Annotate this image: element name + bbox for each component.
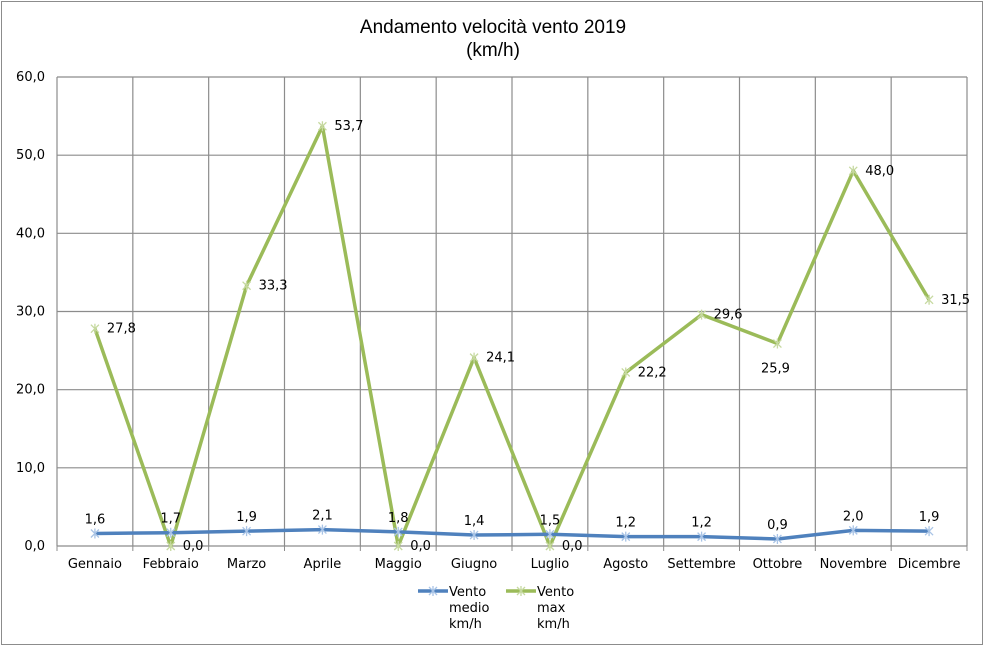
data-label-vento-max: 25,9	[761, 362, 790, 377]
x-tick-label: Gennaio	[68, 557, 122, 572]
data-point	[393, 526, 403, 537]
x-tick-label: Luglio	[531, 557, 570, 572]
data-label-vento-max: 22,2	[638, 365, 667, 380]
chart-subtitle: (km/h)	[466, 40, 520, 61]
data-point	[772, 533, 782, 544]
chart-title: Andamento velocità vento 2019	[359, 17, 627, 38]
data-point	[317, 121, 327, 132]
legend-vento-max-label: km/h	[537, 617, 570, 632]
data-label-vento-max: 48,0	[865, 164, 894, 179]
data-point	[242, 526, 252, 537]
data-point	[90, 323, 100, 334]
data-label-vento-max: 27,8	[107, 322, 136, 337]
y-tick-label: 40,0	[16, 226, 45, 241]
data-label-vento-max: 31,5	[941, 293, 970, 308]
data-point	[924, 294, 934, 305]
legend-vento-medio-label: medio	[449, 601, 490, 616]
data-label-vento-medio: 1,6	[85, 512, 106, 527]
data-point	[317, 524, 327, 535]
legend-vento-medio-marker	[428, 586, 438, 596]
data-point	[166, 541, 176, 551]
data-point	[469, 352, 479, 363]
legend-vento-max-label: Vento	[537, 585, 574, 600]
data-point	[924, 526, 934, 537]
data-label-vento-medio: 1,9	[236, 510, 257, 525]
data-label-vento-max: 0,0	[562, 539, 583, 554]
x-tick-label: Novembre	[820, 557, 887, 572]
data-label-vento-medio: 0,9	[767, 518, 788, 533]
x-tick-label: Aprile	[304, 557, 342, 572]
data-point	[772, 338, 782, 349]
data-label-vento-medio: 1,8	[388, 511, 409, 526]
x-tick-label: Agosto	[603, 557, 648, 572]
data-point	[697, 309, 707, 320]
data-point	[848, 165, 858, 176]
data-point	[848, 525, 858, 536]
data-label-vento-max: 0,0	[183, 539, 204, 554]
data-point	[469, 530, 479, 541]
data-point	[545, 541, 555, 551]
y-tick-label: 20,0	[16, 383, 45, 398]
y-tick-label: 30,0	[16, 305, 45, 320]
x-tick-label: Ottobre	[753, 557, 803, 572]
y-tick-label: 60,0	[16, 70, 45, 85]
data-label-vento-medio: 1,5	[540, 513, 561, 528]
data-label-vento-medio: 1,9	[919, 510, 940, 525]
series-line-vento-medio	[94, 527, 930, 541]
data-point	[166, 527, 176, 538]
y-tick-label: 10,0	[16, 461, 45, 476]
data-point	[621, 367, 631, 378]
data-point	[697, 531, 707, 542]
data-label-vento-max: 29,6	[714, 308, 743, 323]
legend-vento-max-marker	[516, 586, 526, 596]
data-label-vento-medio: 1,7	[160, 512, 181, 527]
x-tick-label: Dicembre	[898, 557, 961, 572]
x-tick-label: Maggio	[375, 557, 422, 572]
data-label-vento-max: 24,1	[486, 351, 515, 366]
y-tick-label: 50,0	[16, 148, 45, 163]
data-label-vento-max: 0,0	[410, 539, 431, 554]
data-label-vento-medio: 1,4	[464, 514, 485, 529]
data-label-vento-medio: 1,2	[691, 516, 712, 531]
x-tick-label: Settembre	[667, 557, 735, 572]
data-point	[393, 541, 403, 551]
legend-vento-max-label: max	[537, 601, 566, 616]
data-point	[242, 280, 252, 291]
legend-vento-medio-label: Vento	[449, 585, 486, 600]
data-point	[621, 531, 631, 542]
data-label-vento-medio: 1,2	[615, 516, 636, 531]
series-line-vento-max	[93, 124, 931, 548]
data-label-vento-max: 33,3	[259, 279, 288, 294]
legend-vento-medio-label: km/h	[449, 617, 482, 632]
data-label-vento-medio: 2,0	[843, 509, 864, 524]
x-tick-label: Marzo	[227, 557, 266, 572]
data-label-vento-max: 53,7	[334, 119, 363, 134]
x-tick-label: Giugno	[451, 557, 497, 572]
data-label-vento-medio: 2,1	[312, 509, 333, 524]
y-tick-label: 0,0	[24, 539, 45, 554]
x-tick-label: Febbraio	[143, 557, 199, 572]
data-point	[90, 528, 100, 539]
data-point	[545, 529, 555, 540]
